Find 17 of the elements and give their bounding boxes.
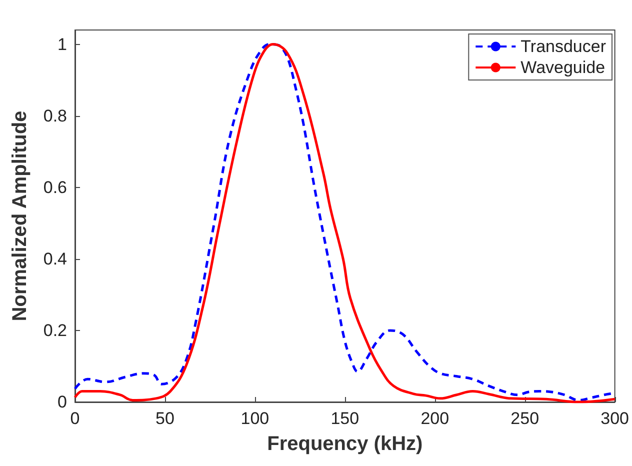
legend-label: Waveguide <box>520 58 606 77</box>
x-tick-label: 300 <box>600 409 630 428</box>
legend-label: Transducer <box>520 37 606 56</box>
y-tick-label: 0 <box>58 392 67 412</box>
y-axis-title: Normalized Amplitude <box>9 110 31 322</box>
x-tick-label: 150 <box>330 409 360 428</box>
x-axis-title: Frequency (kHz) <box>267 433 423 455</box>
x-tick-label: 50 <box>156 409 174 428</box>
y-tick-label: 0.8 <box>43 106 67 126</box>
y-tick-label: 0.6 <box>43 178 67 197</box>
x-tick-label: 100 <box>240 409 270 428</box>
y-tick-label: 1 <box>58 34 67 54</box>
x-tick-label: 0 <box>70 409 80 428</box>
x-tick-label: 200 <box>420 409 450 428</box>
y-tick-label: 0.2 <box>43 320 67 340</box>
x-tick-label: 250 <box>510 409 540 428</box>
y-tick-label: 0.4 <box>43 249 67 268</box>
